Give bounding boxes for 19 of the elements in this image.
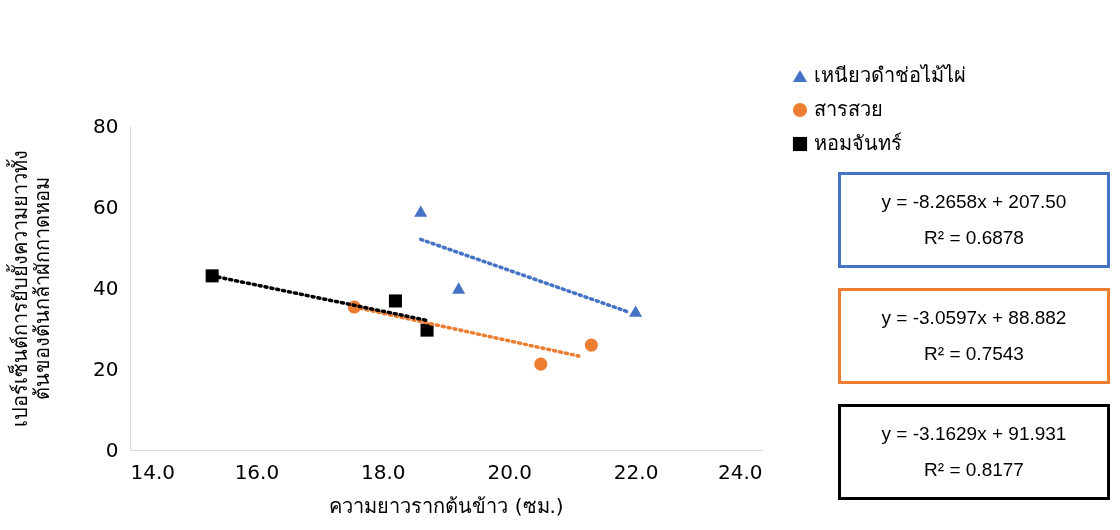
y-tick-label: 40 [93, 275, 119, 300]
y-tick-label: 60 [93, 194, 119, 219]
x-tick-label: 20.0 [487, 459, 532, 484]
text: y = -3.1629x + 91.931 R² = 0.8177 [838, 404, 1110, 500]
x-tick-label: 16.0 [234, 459, 280, 484]
x-tick-label: 14.0 [130, 459, 176, 484]
y-tick-label: 0 [105, 437, 119, 462]
y-tick-label: 80 [93, 113, 119, 138]
legend-label: หอมจันทร์ [814, 131, 902, 155]
legend-label: สารสวย [814, 97, 883, 121]
x-axis-title: ความยาวรากต้นข้าว (ซม.) [329, 493, 564, 518]
text: y = -3.0597x + 88.882 R² = 0.7543 [838, 288, 1110, 384]
text: y = -8.2658x + 207.50 R² = 0.6878 [838, 172, 1110, 268]
x-tick-label: 18.0 [361, 459, 406, 484]
y-tick-label: 20 [93, 356, 119, 381]
x-tick-label: 24.0 [717, 459, 763, 484]
y-axis-title: เปอร์เซ็นต์การยับยั้งความยาวทั้ง ต้นของต้นกล้าผักกาดหอม [6, 150, 55, 427]
legend-label: เหนียวดำช่อไม้ไผ่ [814, 63, 966, 87]
x-tick-label: 22.0 [613, 459, 659, 484]
